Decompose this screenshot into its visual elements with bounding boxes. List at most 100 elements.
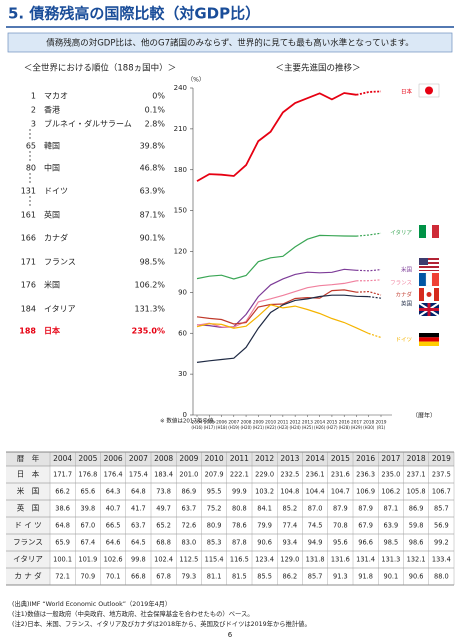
series-line bbox=[196, 280, 357, 328]
table-cell: 85.7 bbox=[434, 505, 449, 513]
table-cell: 99.8 bbox=[131, 556, 146, 564]
series-estimate-line bbox=[356, 290, 382, 296]
series-estimate-line bbox=[356, 232, 382, 237]
series-label: 英国 bbox=[401, 300, 413, 308]
table-cell: 79.9 bbox=[257, 522, 272, 530]
table-cell: 39.8 bbox=[81, 505, 96, 513]
series-label: イタリア bbox=[390, 229, 412, 237]
table-cell: 80.8 bbox=[232, 505, 247, 513]
x-tick-label: 2018 bbox=[363, 420, 374, 426]
ellipsis-dot bbox=[29, 173, 31, 175]
table-cell: 176.4 bbox=[104, 471, 123, 479]
country: ドイツ bbox=[44, 187, 68, 196]
x-era-label: (H30) bbox=[363, 425, 375, 430]
series-line bbox=[196, 294, 369, 363]
x-era-label: (H26) bbox=[314, 425, 326, 430]
table-cell: 64.5 bbox=[131, 539, 146, 547]
ratio: 235.0% bbox=[132, 327, 165, 336]
table-cell: 229.0 bbox=[255, 471, 274, 479]
table-cell: 63.9 bbox=[384, 522, 399, 530]
x-era-label: (H19) bbox=[228, 425, 240, 430]
table-cell: 236.3 bbox=[356, 471, 375, 479]
y-tick-label: 210 bbox=[174, 125, 187, 133]
table-cell: 83.0 bbox=[182, 539, 197, 547]
table-cell: 105.8 bbox=[407, 488, 426, 496]
ratio: 46.8% bbox=[140, 164, 166, 173]
country: 英国 bbox=[44, 210, 60, 220]
rank: 188 bbox=[19, 327, 36, 336]
table-cell: 222.1 bbox=[230, 471, 249, 479]
table-cell: 112.5 bbox=[179, 556, 198, 564]
table-cell: 70.1 bbox=[106, 573, 121, 581]
y-tick-label: 0 bbox=[183, 411, 187, 419]
x-tick-label: 2015 bbox=[326, 420, 337, 426]
table-cell: 237.1 bbox=[407, 471, 426, 479]
table-header-cell: 2015 bbox=[331, 454, 350, 463]
table-cell: 85.7 bbox=[308, 573, 323, 581]
page-title: 5. 債務残高の国際比較（対GDP比） bbox=[8, 5, 260, 23]
table-cell: 64.8 bbox=[131, 488, 146, 496]
x-era-label: (H20) bbox=[240, 425, 252, 430]
table-cell: 100.1 bbox=[53, 556, 72, 564]
table-cell: 80.9 bbox=[207, 522, 222, 530]
ellipsis-dot bbox=[29, 137, 31, 139]
table-header-cell: 2010 bbox=[205, 454, 224, 463]
table-cell: 65.9 bbox=[55, 539, 70, 547]
table-cell: 132.1 bbox=[407, 556, 426, 564]
table-cell: 65.6 bbox=[81, 488, 96, 496]
table-cell: 131.8 bbox=[306, 556, 325, 564]
series-line bbox=[196, 92, 357, 182]
x-tick-label: 2006 bbox=[216, 420, 227, 426]
table-cell: 81.1 bbox=[207, 573, 222, 581]
table-cell: 90.6 bbox=[257, 539, 272, 547]
table-cell: 86.9 bbox=[409, 505, 424, 513]
table-cell: 64.6 bbox=[106, 539, 121, 547]
table-cell: 40.7 bbox=[106, 505, 121, 513]
table-header-cell: 2004 bbox=[53, 454, 72, 463]
table-header-cell: 2017 bbox=[381, 454, 400, 463]
table-header-cell: 2006 bbox=[104, 454, 123, 463]
x-tick-label: 2011 bbox=[277, 420, 288, 426]
country: ブルネイ・ダルサラーム bbox=[44, 119, 132, 129]
ranking-heading: ＜全世界における順位（188ヵ国中）＞ bbox=[24, 63, 176, 74]
country: カナダ bbox=[44, 233, 68, 243]
table-label-bg bbox=[6, 466, 50, 585]
country: 韓国 bbox=[44, 141, 60, 151]
ratio: 98.5% bbox=[140, 258, 166, 267]
country: 香港 bbox=[44, 105, 60, 115]
ellipsis-dot bbox=[29, 133, 31, 135]
x-era-label: (H27) bbox=[326, 425, 338, 430]
table-cell: 96.6 bbox=[358, 539, 373, 547]
table-cell: 63.7 bbox=[182, 505, 197, 513]
table-cell: 236.1 bbox=[306, 471, 325, 479]
table-cell: 95.5 bbox=[207, 488, 222, 496]
country: 中国 bbox=[44, 163, 60, 173]
table-cell: 85.5 bbox=[257, 573, 272, 581]
ellipsis-dot bbox=[29, 155, 31, 157]
rank: 171 bbox=[21, 258, 36, 267]
x-era-label: (H29) bbox=[351, 425, 363, 430]
table-header-cell: 2018 bbox=[407, 454, 426, 463]
country: フランス bbox=[44, 258, 76, 267]
table-cell: 70.8 bbox=[333, 522, 348, 530]
x-tick-label: 2013 bbox=[302, 420, 313, 426]
y-tick-label: 90 bbox=[178, 288, 187, 296]
table-cell: 59.8 bbox=[409, 522, 424, 530]
table-cell: 67.9 bbox=[358, 522, 373, 530]
series-label: 日本 bbox=[401, 88, 413, 96]
table-cell: 94.9 bbox=[308, 539, 323, 547]
table-cell: 207.9 bbox=[205, 471, 224, 479]
table-row-label: イタリア bbox=[13, 555, 43, 564]
table-cell: 232.5 bbox=[280, 471, 299, 479]
table-cell: 65.2 bbox=[156, 522, 171, 530]
y-tick-label: 180 bbox=[174, 166, 187, 174]
table-cell: 84.1 bbox=[257, 505, 272, 513]
y-tick-label: 150 bbox=[174, 207, 187, 215]
x-label: （暦年） bbox=[412, 412, 436, 420]
table-header-cell: 2012 bbox=[255, 454, 274, 463]
table-cell: 123.4 bbox=[255, 556, 274, 564]
table-row-label: ド イ ツ bbox=[14, 521, 41, 530]
table-cell: 49.7 bbox=[156, 505, 171, 513]
table-cell: 64.8 bbox=[55, 522, 70, 530]
table-cell: 104.8 bbox=[280, 488, 299, 496]
